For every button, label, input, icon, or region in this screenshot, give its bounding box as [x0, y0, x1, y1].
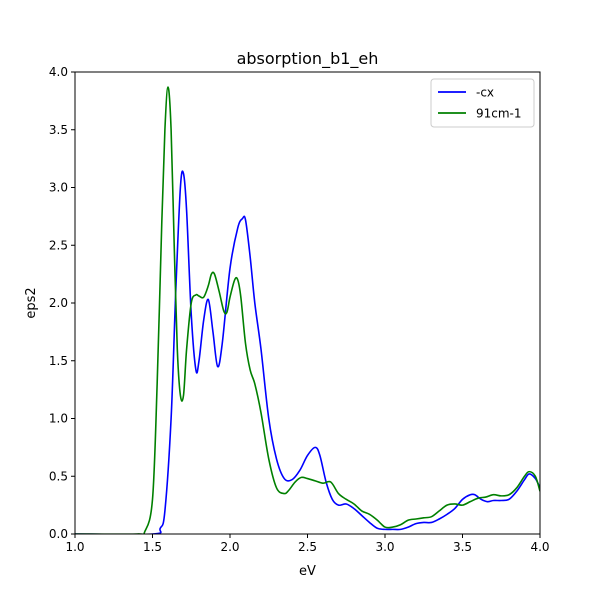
x-tick-label: 2.5 — [298, 540, 317, 554]
x-tick-label: 3.5 — [453, 540, 472, 554]
legend-entries: -cx 91cm-1 — [438, 86, 522, 121]
x-tick-label: 1.0 — [65, 540, 84, 554]
y-tick-label: 2.0 — [49, 296, 68, 310]
y-tick-label: 1.0 — [49, 412, 68, 426]
x-tick-label: 4.0 — [530, 540, 549, 554]
y-tick-label: 3.0 — [49, 181, 68, 195]
y-tick-label: 3.5 — [49, 123, 68, 137]
y-tick-label: 0.5 — [49, 469, 68, 483]
legend-label-0: -cx — [476, 86, 494, 100]
x-tick-label: 2.0 — [220, 540, 239, 554]
series-lines — [75, 86, 540, 534]
legend-box — [430, 78, 535, 128]
chart-title: absorption_b1_eh — [237, 49, 379, 69]
plot-area-frame — [74, 71, 541, 535]
y-tick-label: 0.0 — [49, 527, 68, 541]
legend-label-1: 91cm-1 — [476, 107, 522, 121]
x-axis-label: eV — [299, 564, 316, 579]
y-tick-label: 4.0 — [49, 65, 68, 79]
series-line-0 — [75, 170, 540, 534]
x-tick-label: 3.0 — [375, 540, 394, 554]
y-tick-label: 2.5 — [49, 238, 68, 252]
y-axis-label: eps2 — [24, 287, 39, 318]
series-line-1 — [75, 86, 540, 534]
y-axis-ticks: 0.0 0.5 1.0 1.5 2.0 2.5 3.0 3.5 4.0 — [49, 65, 75, 541]
x-tick-label: 1.5 — [143, 540, 162, 554]
y-tick-label: 1.5 — [49, 354, 68, 368]
x-axis-ticks: 1.0 1.5 2.0 2.5 3.0 3.5 4.0 — [65, 534, 550, 554]
legend: -cx 91cm-1 — [430, 78, 535, 128]
